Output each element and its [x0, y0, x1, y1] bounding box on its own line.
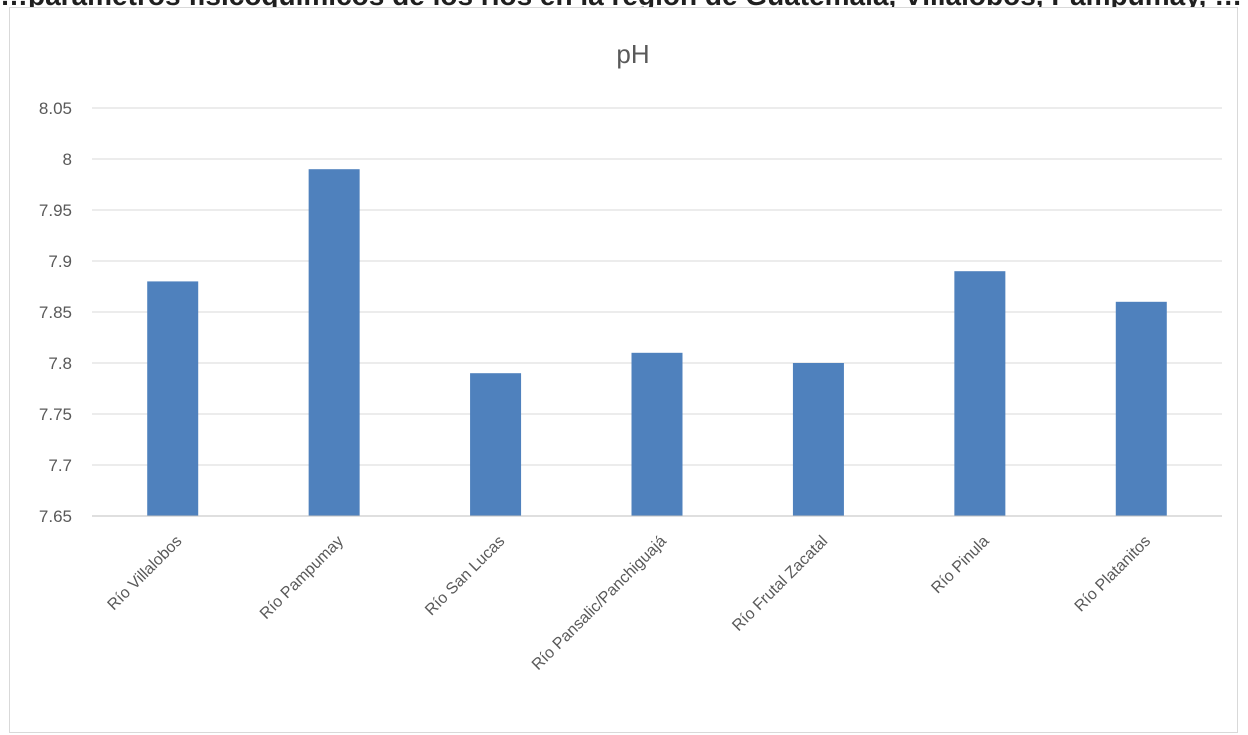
gridlines: [92, 107, 1222, 466]
y-tick-label: 7.9: [48, 252, 72, 271]
x-category-label: Río Villalobos: [105, 533, 186, 614]
y-tick-label: 7.8: [48, 354, 72, 373]
bar: [954, 271, 1006, 516]
y-tick-label: 7.95: [39, 201, 72, 220]
bars: [147, 169, 1167, 516]
y-tick-label: 7.75: [39, 405, 72, 424]
y-tick-label: 7.85: [39, 303, 72, 322]
x-axis-labels: Río Villalobos Río Pampumay Río San Lucas R…: [105, 533, 1155, 674]
bar: [1115, 301, 1167, 516]
y-tick-label: 8.05: [39, 99, 72, 118]
cropped-caption-text: …parámetros fisicoquímicos de los ríos e…: [0, 0, 1242, 8]
y-tick-label: 7.65: [39, 507, 72, 526]
chart-area: pH 7.65 7.7 7.75 7.8 7.85 7.9 7.95 8 8.05 Río Vi…: [9, 7, 1238, 733]
x-category-label: Río Pampumay: [257, 533, 347, 623]
cropped-caption: …parámetros fisicoquímicos de los ríos e…: [0, 0, 1248, 8]
bar: [308, 169, 360, 516]
x-category-label: Río Pinula: [928, 533, 992, 597]
x-category-label: Río Pansalic/Panchiguajá: [529, 533, 670, 674]
x-category-label: Río Platanitos: [1072, 533, 1154, 615]
bar: [470, 373, 522, 516]
y-tick-label: 8: [63, 150, 72, 169]
x-category-label: Río Frutal Zacatal: [729, 533, 831, 635]
bar: [792, 363, 844, 516]
y-axis-ticks: 7.65 7.7 7.75 7.8 7.85 7.9 7.95 8 8.05: [39, 99, 72, 526]
bar-chart: pH 7.65 7.7 7.75 7.8 7.85 7.9 7.95 8 8.05 Río Vi…: [39, 39, 1222, 674]
bar: [147, 281, 199, 516]
chart-title: pH: [616, 39, 649, 69]
bar: [631, 352, 683, 516]
y-tick-label: 7.7: [48, 456, 72, 475]
x-category-label: Río San Lucas: [422, 533, 508, 619]
